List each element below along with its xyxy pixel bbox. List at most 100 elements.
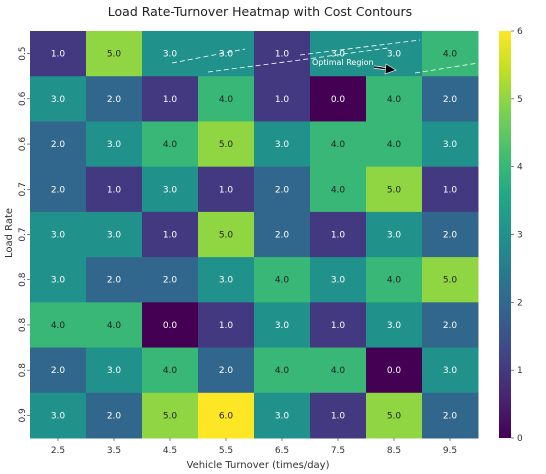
- heatmap-cell: [198, 31, 255, 77]
- heatmap-cell: [198, 121, 255, 168]
- heatmap-cell: [310, 121, 367, 168]
- heatmap-cell: [310, 76, 367, 122]
- heatmap-cell: [254, 302, 311, 349]
- x-tick-label: 4.5: [163, 446, 177, 456]
- heatmap-cell: [422, 211, 479, 258]
- cell-label: 4.0: [51, 321, 66, 331]
- cell-label: 2.0: [219, 366, 234, 376]
- cell-label: 5.0: [163, 411, 178, 421]
- cell-label: 5.0: [107, 50, 122, 60]
- x-tick-label: 5.5: [219, 446, 233, 456]
- cell-label: 3.0: [331, 276, 346, 286]
- heatmap-cell: [422, 257, 479, 303]
- cell-label: 2.0: [443, 231, 458, 241]
- y-tick-label: 0.7: [18, 182, 28, 196]
- colorbar-tick-label: 0: [517, 434, 523, 444]
- cell-label: 3.0: [51, 231, 66, 241]
- cell-label: 5.0: [219, 140, 234, 150]
- cell-label: 1.0: [275, 95, 290, 105]
- heatmap-cell: [422, 166, 479, 213]
- y-tick-label: 0.8: [18, 363, 28, 378]
- cell-label: 3.0: [387, 231, 402, 241]
- cell-label: 3.0: [107, 231, 122, 241]
- x-tick-label: 2.5: [51, 446, 65, 456]
- cell-label: 3.0: [443, 140, 458, 150]
- heatmap-cell: [366, 121, 423, 168]
- contour-line: [299, 39, 421, 56]
- heatmap-cell: [86, 166, 143, 213]
- cell-label: 2.0: [107, 411, 122, 421]
- heatmap-cells: 1.0 5.0 3.0 3.0 1.0 3.0 3.0 4.0 3.0 2.0 1.0 4.0 1.0 0…: [30, 31, 479, 439]
- y-tick-label: 0.7: [18, 227, 28, 241]
- heatmap-cell: [422, 121, 479, 168]
- heatmap-cell: [142, 257, 199, 303]
- heatmap-cell: [30, 347, 87, 394]
- heatmap-cell: [366, 211, 423, 258]
- heatmap-cell: [30, 121, 87, 168]
- heatmap-cell: [30, 211, 87, 258]
- cell-label: 1.0: [163, 95, 178, 105]
- cell-label: 1.0: [107, 185, 122, 195]
- heatmap-cell: [142, 31, 199, 77]
- colorbar-tick-label: 6: [517, 27, 523, 37]
- cell-label: 3.0: [219, 276, 234, 286]
- heatmap-cell: [198, 76, 255, 122]
- x-axis-ticks: 2.5 3.5 4.5 5.5 6.5 7.5 8.5 9.5: [51, 438, 457, 456]
- cell-label: 3.0: [275, 140, 290, 150]
- heatmap-cell: [310, 302, 367, 349]
- colorbar-tick-label: 3: [517, 231, 523, 241]
- heatmap-cell: [142, 166, 199, 213]
- x-tick-label: 3.5: [107, 446, 121, 456]
- cell-label: 1.0: [163, 231, 178, 241]
- heatmap-cell: [30, 392, 87, 439]
- heatmap-cell: [86, 302, 143, 349]
- colorbar-tick-label: 5: [517, 95, 523, 105]
- colorbar-tick-label: 1: [517, 366, 523, 376]
- heatmap-cell: [198, 257, 255, 303]
- colorbar-tick-label: 4: [517, 163, 523, 173]
- cell-label: 3.0: [107, 140, 122, 150]
- cell-label: 3.0: [51, 411, 66, 421]
- heatmap-cell: [422, 31, 479, 77]
- heatmap-cell: [254, 211, 311, 258]
- cell-label: 2.0: [107, 276, 122, 286]
- heatmap-cell: [142, 211, 199, 258]
- heatmap-cell: [142, 392, 199, 439]
- cell-label: 3.0: [163, 50, 178, 60]
- heatmap-cell: [30, 31, 87, 77]
- cell-label: 3.0: [219, 50, 234, 60]
- x-tick-label: 6.5: [275, 446, 289, 456]
- heatmap-cell: [254, 347, 311, 394]
- heatmap-cell: [198, 347, 255, 394]
- heatmap-cell: [422, 392, 479, 439]
- cell-label: 4.0: [163, 366, 178, 376]
- cell-label: 4.0: [219, 95, 234, 105]
- cell-label: 2.0: [275, 231, 290, 241]
- x-tick-label: 9.5: [443, 446, 457, 456]
- cell-label: 2.0: [443, 411, 458, 421]
- heatmap-cell: [142, 76, 199, 122]
- y-tick-label: 0.6: [18, 91, 28, 106]
- contour-line: [414, 62, 479, 74]
- cell-label: 1.0: [275, 50, 290, 60]
- x-tick-label: 7.5: [331, 446, 345, 456]
- cell-label: 1.0: [51, 50, 66, 60]
- cell-label: 1.0: [219, 185, 234, 195]
- heatmap-cell: [310, 211, 367, 258]
- y-tick-label: 0.8: [18, 318, 28, 333]
- cell-label: 2.0: [51, 185, 66, 195]
- heatmap-cell: [30, 302, 87, 349]
- heatmap-cell: [310, 392, 367, 439]
- heatmap-cell: [86, 121, 143, 168]
- heatmap-cell: [310, 347, 367, 394]
- y-tick-label: 0.9: [18, 408, 28, 423]
- heatmap-cell: [142, 121, 199, 168]
- cell-label: 2.0: [51, 140, 66, 150]
- heatmap-cell: [30, 257, 87, 303]
- cell-label: 5.0: [443, 276, 458, 286]
- cell-label: 2.0: [107, 95, 122, 105]
- heatmap-cell: [310, 31, 367, 77]
- cell-label: 3.0: [387, 321, 402, 331]
- cell-label: 3.0: [275, 411, 290, 421]
- heatmap-cell: [198, 166, 255, 213]
